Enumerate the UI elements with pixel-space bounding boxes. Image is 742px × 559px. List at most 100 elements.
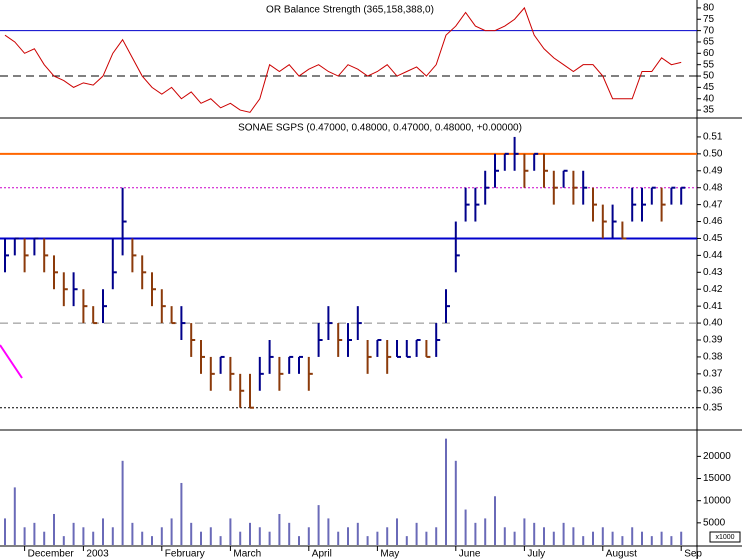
y-tick-label: 70: [703, 25, 715, 36]
volume-bar: [356, 522, 359, 545]
volume-bar: [229, 518, 232, 545]
volume-bar: [484, 518, 487, 545]
y-tick-label: 0.37: [703, 368, 723, 379]
y-tick-label: 0.35: [703, 402, 723, 413]
volume-bar: [660, 531, 663, 545]
volume-bar: [33, 522, 36, 545]
volume-bar: [258, 527, 261, 545]
volume-bar: [611, 531, 614, 545]
x-tick-label: 2003: [86, 549, 109, 559]
y-tick-label: 0.45: [703, 233, 723, 244]
y-tick-label: 0.39: [703, 335, 723, 346]
volume-bar: [415, 522, 418, 545]
y-tick-label: 0.42: [703, 284, 723, 295]
y-tick-label: 0.41: [703, 301, 723, 312]
volume-bar: [464, 509, 467, 545]
volume-bar: [533, 522, 536, 545]
volume-bar: [572, 527, 575, 545]
trend-line: [0, 344, 23, 379]
volume-bar: [200, 531, 202, 545]
volume-bar: [582, 536, 585, 545]
x-tick-label: Sep: [684, 549, 702, 559]
volume-bar: [151, 536, 153, 545]
y-tick-label: 55: [703, 59, 715, 70]
volume-bar: [641, 531, 643, 545]
volume-bar: [523, 518, 526, 545]
volume-bar: [562, 522, 565, 545]
volume-bar: [552, 531, 555, 545]
x-tick-label: December: [28, 549, 75, 559]
y-tick-label: 60: [703, 48, 715, 59]
volume-bar: [62, 536, 65, 545]
volume-bar: [317, 505, 320, 545]
volume-bar: [4, 518, 6, 545]
volume-bar: [239, 531, 242, 545]
volume-bar: [249, 522, 251, 545]
volume-bar: [121, 460, 124, 545]
unit-box: [709, 531, 741, 543]
volume-bar: [43, 531, 46, 545]
volume-bar: [278, 513, 281, 545]
volume-bar: [601, 527, 604, 545]
volume-bar: [513, 531, 516, 545]
volume-bar: [92, 531, 95, 545]
volume-bar: [386, 527, 389, 545]
volume-bar: [180, 482, 183, 545]
volume-bar: [307, 527, 310, 545]
volume-bar: [494, 496, 496, 545]
x-tick-label: February: [165, 549, 205, 559]
volume-bar: [337, 531, 340, 545]
volume-bar: [631, 527, 634, 545]
volume-bar: [435, 527, 438, 545]
volume-bar: [680, 531, 683, 545]
volume-bar: [366, 536, 369, 545]
volume-bar: [219, 536, 222, 545]
volume-bar: [474, 522, 477, 545]
y-tick-label: 20000: [703, 451, 731, 462]
volume-bar: [82, 527, 85, 545]
x-tick-label: April: [312, 549, 332, 559]
unit-note: x1000: [715, 534, 734, 541]
y-tick-label: 65: [703, 37, 715, 48]
volume-bar: [327, 518, 330, 545]
volume-bar: [347, 527, 349, 545]
indicator-line: [4, 6, 682, 113]
volume-bar: [592, 531, 594, 545]
y-tick-label: 5000: [703, 517, 726, 528]
volume-bar: [425, 531, 428, 545]
volume-bar: [72, 522, 75, 545]
volume-bar: [268, 531, 271, 545]
y-tick-label: 45: [703, 82, 715, 93]
y-tick-label: 0.36: [703, 385, 723, 396]
volume-bar: [445, 438, 447, 545]
y-tick-label: 0.48: [703, 182, 723, 193]
x-tick-label: July: [527, 549, 545, 559]
volume-bar: [454, 460, 457, 545]
volume-bar: [131, 522, 134, 545]
volume-bar: [53, 513, 55, 545]
volume-bar: [190, 522, 193, 545]
volume-bar: [621, 536, 624, 545]
volume-bar: [209, 527, 212, 545]
volume-bar: [160, 527, 163, 545]
y-tick-label: 0.47: [703, 199, 723, 210]
y-tick-label: 0.49: [703, 165, 723, 176]
panel-title: SONAE SGPS (0.47000, 0.48000, 0.47000, 0…: [238, 123, 522, 134]
volume-bar: [13, 487, 16, 545]
y-tick-label: 15000: [703, 473, 731, 484]
y-tick-label: 0.51: [703, 132, 723, 143]
volume-bar: [376, 531, 379, 545]
y-tick-label: 0.44: [703, 250, 723, 261]
y-tick-label: 35: [703, 105, 715, 116]
x-tick-label: May: [380, 549, 399, 559]
y-tick-label: 0.43: [703, 267, 723, 278]
volume-bar: [102, 518, 104, 545]
y-tick-label: 0.50: [703, 148, 723, 159]
panel-title: OR Balance Strength (365,158,388,0): [266, 5, 434, 16]
x-tick-label: August: [606, 549, 637, 559]
volume-bar: [503, 527, 506, 545]
volume-bar: [650, 536, 653, 545]
